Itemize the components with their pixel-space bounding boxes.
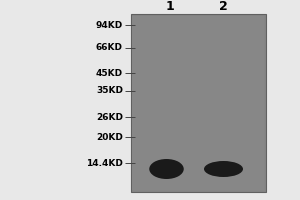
Bar [130, 14, 266, 192]
Text: 66KD: 66KD [96, 44, 123, 52]
Ellipse shape [149, 159, 184, 179]
Text: 26KD: 26KD [96, 112, 123, 121]
Text: 14.4KD: 14.4KD [86, 158, 123, 168]
Bar [132, 16, 264, 190]
Text: 35KD: 35KD [96, 86, 123, 95]
Text: 1: 1 [165, 0, 174, 12]
Text: 2: 2 [219, 0, 228, 12]
Text: 20KD: 20KD [96, 132, 123, 142]
Ellipse shape [204, 161, 243, 177]
Text: 94KD: 94KD [96, 21, 123, 29]
Text: 45KD: 45KD [96, 68, 123, 77]
